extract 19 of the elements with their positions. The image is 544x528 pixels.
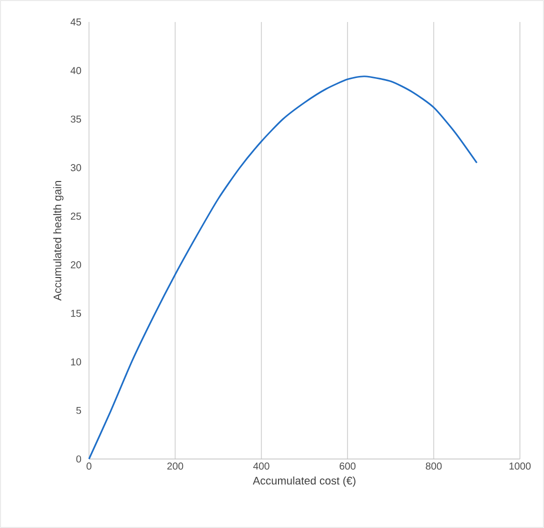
x-axis-title: Accumulated cost (€) [252,476,356,487]
y-tick-label: 25 [70,212,82,220]
x-tick-label: 1000 [510,462,531,470]
y-tick-label: 15 [71,310,82,317]
y-tick-label: 45 [70,18,82,26]
y-tick-label: 30 [70,164,82,172]
y-tick-label: 5 [76,406,82,414]
y-tick-label: 0 [76,455,82,463]
y-tick-label: 40 [70,67,82,74]
x-tick-label: 800 [426,462,442,470]
x-tick-label: 200 [167,462,184,470]
x-tick-label: 600 [340,462,356,470]
x-tick-label: 400 [253,462,270,470]
y-tick-label: 20 [70,261,82,268]
line-series [88,76,478,460]
y-tick-label: 10 [71,358,82,366]
y-axis-title: Accumulated health gain [53,181,64,301]
y-tick-label: 35 [70,116,82,123]
x-tick-label: 0 [86,462,92,470]
